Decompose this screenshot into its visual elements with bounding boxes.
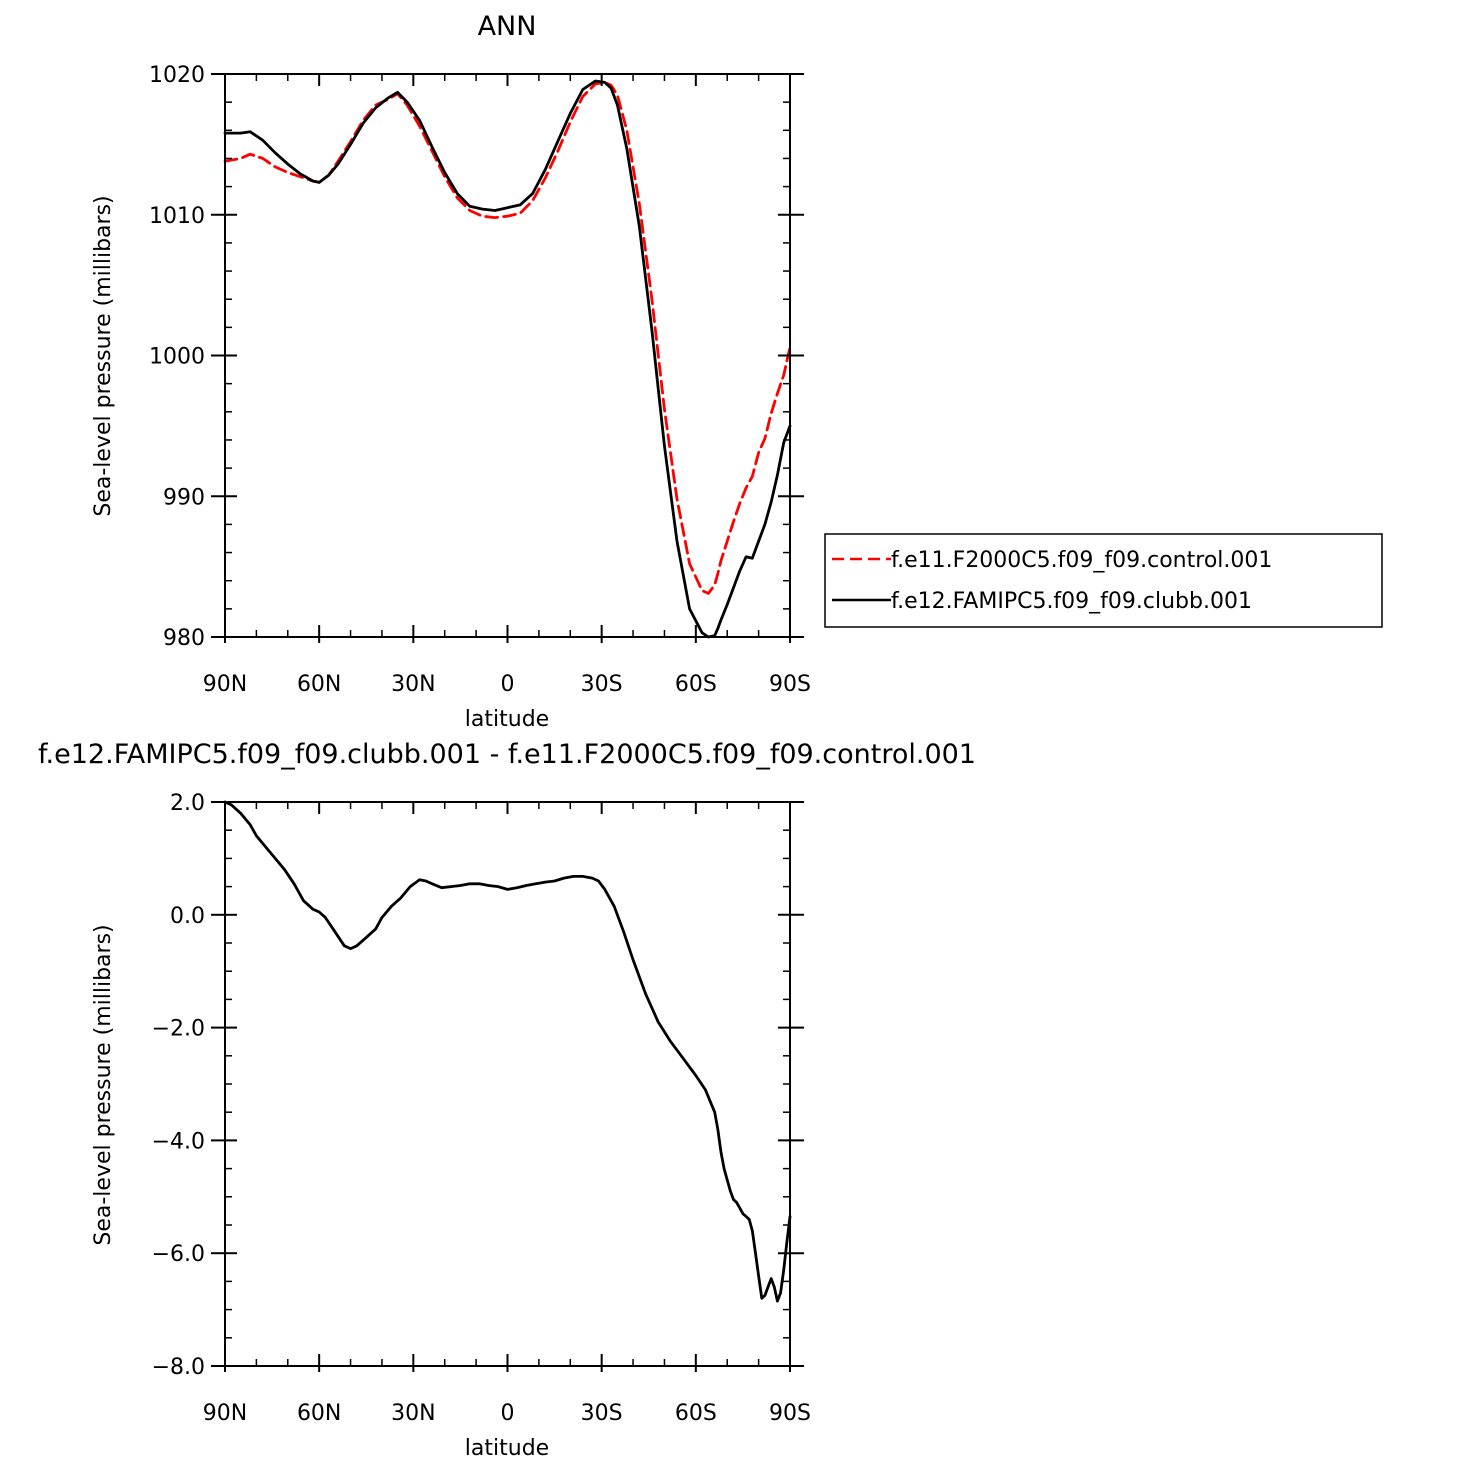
legend: f.e11.F2000C5.f09_f09.control.001 f.e12.… — [824, 533, 1383, 628]
y-tick-label: 0.0 — [170, 904, 205, 929]
top-chart-title: ANN — [478, 11, 537, 42]
y-tick-label: 2.0 — [170, 791, 205, 816]
top-series-group — [223, 79, 792, 639]
y-tick-label: 1010 — [149, 204, 205, 229]
x-tick-label: 30S — [581, 672, 623, 697]
series-line-0-1 — [223, 79, 792, 639]
y-tick-label: −2.0 — [152, 1017, 205, 1042]
x-tick-label: 60S — [675, 672, 717, 697]
bottom-x-axis-label: latitude — [465, 1436, 549, 1461]
top-panel: ANN latitude Sea-level pressure (milliba… — [91, 11, 811, 732]
y-tick-label: 990 — [163, 485, 205, 510]
x-tick-label: 90S — [769, 1401, 811, 1426]
top-x-axis-label: latitude — [465, 707, 549, 732]
bottom-series-group — [223, 800, 792, 1303]
series-line-1-0 — [223, 800, 792, 1303]
y-tick-label: 980 — [163, 626, 205, 651]
series-line-0-0 — [223, 81, 792, 595]
x-tick-label: 0 — [501, 1401, 515, 1426]
plot-frame — [224, 73, 791, 638]
x-tick-label: 60S — [675, 1401, 717, 1426]
plot-frame — [224, 801, 791, 1367]
legend-entry-clubb: f.e12.FAMIPC5.f09_f09.clubb.001 — [891, 589, 1252, 614]
x-tick-label: 30S — [581, 1401, 623, 1426]
x-tick-label: 90S — [769, 672, 811, 697]
y-tick-label: 1000 — [149, 345, 205, 370]
x-tick-label: 60N — [297, 1401, 341, 1426]
legend-entry-control: f.e11.F2000C5.f09_f09.control.001 — [891, 548, 1272, 573]
y-tick-label: −4.0 — [152, 1129, 205, 1154]
legend-box — [824, 533, 1383, 628]
y-tick-label: −8.0 — [152, 1355, 205, 1380]
bottom-chart-title: f.e12.FAMIPC5.f09_f09.clubb.001 - f.e11.… — [38, 739, 976, 770]
x-tick-label: 0 — [501, 672, 515, 697]
bottom-axes: 90N 60N 30N 0 30S 60S 90S −8.0 −6.0 −4.0 −2.0 0.0 2.… — [152, 791, 811, 1426]
bottom-y-axis-label: Sea-level pressure (millibars) — [91, 924, 116, 1245]
bottom-panel: f.e12.FAMIPC5.f09_f09.clubb.001 - f.e11.… — [38, 739, 976, 1461]
top-y-axis-label: Sea-level pressure (millibars) — [91, 195, 116, 516]
x-tick-label: 90N — [203, 1401, 247, 1426]
x-tick-label: 90N — [203, 672, 247, 697]
x-tick-label: 30N — [391, 1401, 435, 1426]
y-tick-label: −6.0 — [152, 1242, 205, 1267]
top-axes: 90N 60N 30N 0 30S 60S 90S 980 990 1000 1010 1020 — [149, 63, 811, 697]
x-tick-label: 30N — [391, 672, 435, 697]
x-tick-label: 60N — [297, 672, 341, 697]
y-tick-label: 1020 — [149, 63, 205, 88]
